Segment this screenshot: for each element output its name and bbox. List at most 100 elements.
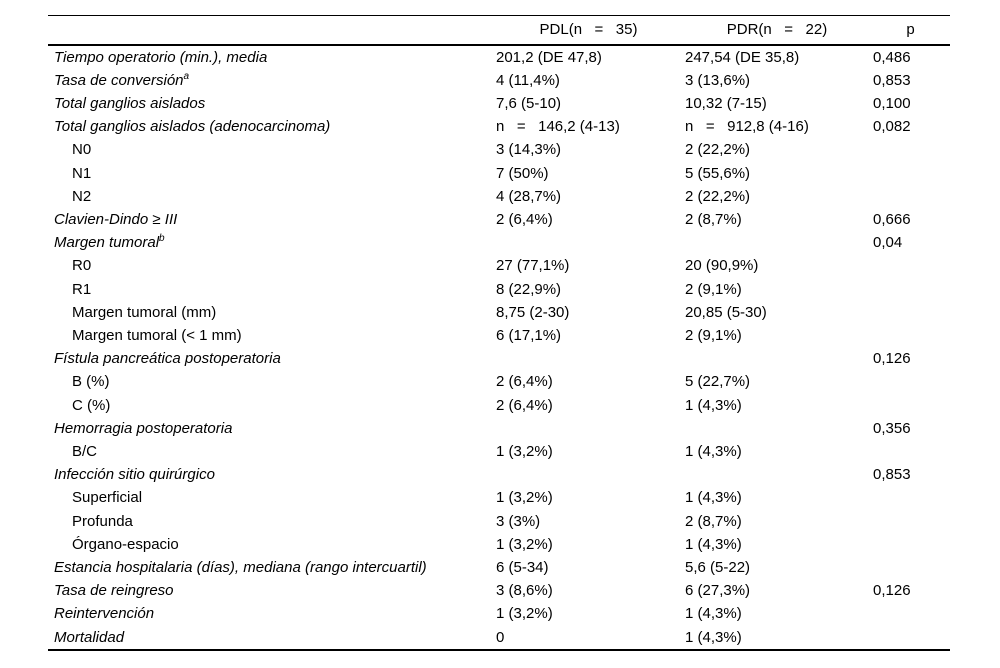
row-label: Profunda bbox=[48, 510, 494, 533]
row-label-text: R1 bbox=[72, 280, 92, 298]
cell-pdl: 7 (50%) bbox=[496, 164, 549, 182]
row-label-superscript: a bbox=[183, 70, 190, 82]
cell-pdl: 3 (14,3%) bbox=[496, 141, 562, 159]
header-row: PDL(n = 35) PDR(n = 22) p bbox=[48, 16, 950, 45]
cell-pdl: 27 (77,1%) bbox=[496, 257, 570, 275]
row-label-text: N2 bbox=[72, 187, 92, 205]
cell-p bbox=[871, 626, 950, 650]
cell-pdr bbox=[683, 417, 871, 440]
row-label: B/C bbox=[48, 440, 494, 463]
row-label-text: Margen tumoral (< 1 mm) bbox=[72, 326, 242, 344]
cell-p bbox=[871, 510, 950, 533]
cell-p: 0,04 bbox=[873, 234, 903, 252]
row-label-text: Superficial bbox=[72, 489, 143, 507]
cell-pdl: 3 (8,6%) bbox=[496, 582, 553, 600]
cell-p: 0,853 bbox=[873, 71, 911, 89]
table-row: Reintervención 1 (3,2%) 1 (4,3%) bbox=[48, 602, 950, 625]
row-label: Margen tumoral (mm) bbox=[48, 301, 494, 324]
cell-pdr: 5 (22,7%) bbox=[685, 373, 751, 391]
cell-p bbox=[871, 533, 950, 556]
row-label: Mortalidad bbox=[48, 626, 494, 650]
table-row: N2 4 (28,7%) 2 (22,2%) bbox=[48, 185, 950, 208]
cell-p bbox=[871, 138, 950, 161]
row-label-text: Tiempo operatorio (min.), media bbox=[54, 48, 268, 66]
cell-pdr: 2 (8,7%) bbox=[685, 512, 742, 530]
row-label: Hemorragia postoperatoria bbox=[48, 417, 494, 440]
row-label-text: Margen tumoral (mm) bbox=[72, 303, 217, 321]
row-label-text: Total ganglios aislados (adenocarcinoma) bbox=[54, 118, 331, 136]
row-label-text: Estancia hospitalaria (días), mediana (r… bbox=[54, 558, 427, 576]
cell-pdl: 4 (28,7%) bbox=[496, 187, 562, 205]
table-row: Infección sitio quirúrgico 0,853 bbox=[48, 463, 950, 486]
cell-p: 0,666 bbox=[873, 210, 911, 228]
column-header-label bbox=[48, 16, 494, 45]
row-label: Tasa de reingreso bbox=[48, 579, 494, 602]
row-label: R0 bbox=[48, 254, 494, 277]
table-row: Total ganglios aislados (adenocarcinoma)… bbox=[48, 115, 950, 138]
row-label: Tasa de conversióna bbox=[48, 69, 494, 92]
cell-pdl: 1 (3,2%) bbox=[496, 442, 553, 460]
row-label-text: Reintervención bbox=[54, 605, 155, 623]
row-label-text: Mortalidad bbox=[54, 628, 125, 646]
table-row: Superficial 1 (3,2%) 1 (4,3%) bbox=[48, 486, 950, 509]
cell-p bbox=[871, 370, 950, 393]
cell-p bbox=[871, 162, 950, 185]
cell-pdr: 20 (90,9%) bbox=[685, 257, 759, 275]
row-label-text: Tasa de reingreso bbox=[54, 582, 174, 600]
cell-pdr bbox=[683, 463, 871, 486]
cell-pdl: 2 (6,4%) bbox=[496, 396, 553, 414]
results-table-container: PDL(n = 35) PDR(n = 22) p Tiempo operato… bbox=[48, 15, 950, 651]
table-row: Clavien-Dindo ≥ III 2 (6,4%) 2 (8,7%) 0,666 bbox=[48, 208, 950, 231]
table-row: C (%) 2 (6,4%) 1 (4,3%) bbox=[48, 394, 950, 417]
table-row: Margen tumoral (< 1 mm) 6 (17,1%) 2 (9,1%) bbox=[48, 324, 950, 347]
row-label-text: Órgano-espacio bbox=[72, 535, 179, 553]
cell-pdr: 1 (4,3%) bbox=[685, 396, 742, 414]
cell-pdl: 201,2 (DE 47,8) bbox=[496, 48, 602, 66]
cell-pdl bbox=[494, 417, 683, 440]
column-header-pdr: PDR(n = 22) bbox=[726, 21, 828, 39]
cell-p bbox=[871, 185, 950, 208]
cell-pdr: 10,32 (7-15) bbox=[685, 94, 767, 112]
cell-p bbox=[871, 602, 950, 625]
table-body: Tiempo operatorio (min.), media 201,2 (DE… bbox=[48, 45, 950, 650]
column-header-p: p bbox=[906, 21, 915, 39]
row-label: R1 bbox=[48, 278, 494, 301]
table-row: Tiempo operatorio (min.), media 201,2 (DE… bbox=[48, 45, 950, 69]
cell-pdl bbox=[494, 347, 683, 370]
row-label-text: Hemorragia postoperatoria bbox=[54, 419, 233, 437]
row-label: Estancia hospitalaria (días), mediana (r… bbox=[48, 556, 494, 579]
cell-pdl bbox=[494, 463, 683, 486]
cell-pdr: 1 (4,3%) bbox=[685, 605, 742, 623]
row-label-text: Margen tumoral bbox=[54, 234, 160, 252]
cell-pdl: 6 (17,1%) bbox=[496, 326, 562, 344]
table-row: B (%) 2 (6,4%) 5 (22,7%) bbox=[48, 370, 950, 393]
cell-p bbox=[871, 440, 950, 463]
row-label-text: N0 bbox=[72, 141, 92, 159]
row-label-text: B (%) bbox=[72, 373, 110, 391]
row-label: N0 bbox=[48, 138, 494, 161]
table-row: Total ganglios aislados 7,6 (5-10) 10,32 (… bbox=[48, 92, 950, 115]
cell-pdr: 20,85 (5-30) bbox=[685, 303, 767, 321]
row-label: N1 bbox=[48, 162, 494, 185]
cell-pdr: 2 (22,2%) bbox=[685, 141, 751, 159]
cell-p bbox=[871, 301, 950, 324]
cell-pdl: n = 146,2 (4-13) bbox=[496, 118, 620, 136]
row-label: Infección sitio quirúrgico bbox=[48, 463, 494, 486]
cell-pdl: 1 (3,2%) bbox=[496, 535, 553, 553]
cell-p bbox=[871, 254, 950, 277]
row-label-text: Infección sitio quirúrgico bbox=[54, 466, 215, 484]
cell-pdr: 247,54 (DE 35,8) bbox=[685, 48, 800, 66]
cell-pdr: 2 (9,1%) bbox=[685, 326, 742, 344]
cell-p: 0,100 bbox=[873, 94, 911, 112]
row-label-text: Profunda bbox=[72, 512, 133, 530]
row-label-text: Tasa de conversión bbox=[54, 71, 184, 89]
cell-pdl: 2 (6,4%) bbox=[496, 210, 553, 228]
table-row: Tasa de reingreso 3 (8,6%) 6 (27,3%) 0,126 bbox=[48, 579, 950, 602]
cell-pdl: 1 (3,2%) bbox=[496, 489, 553, 507]
row-label-text: R0 bbox=[72, 257, 92, 275]
column-header-pdl: PDL(n = 35) bbox=[539, 21, 638, 39]
table-row: Profunda 3 (3%) 2 (8,7%) bbox=[48, 510, 950, 533]
row-label-text: B/C bbox=[72, 442, 98, 460]
cell-pdl: 2 (6,4%) bbox=[496, 373, 553, 391]
cell-pdr: 5,6 (5-22) bbox=[685, 558, 751, 576]
